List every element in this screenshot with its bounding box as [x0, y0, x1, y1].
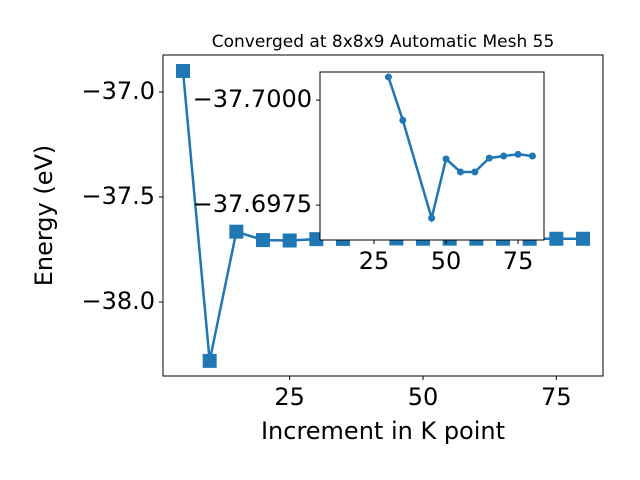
x-tick-label: 50	[431, 247, 462, 275]
marker	[471, 168, 479, 176]
x-tick-label: 25	[359, 247, 390, 275]
marker	[528, 152, 536, 160]
x-tick-label: 75	[503, 247, 534, 275]
marker	[428, 214, 436, 222]
y-axis-label: Energy (eV)	[30, 145, 58, 287]
marker	[576, 231, 590, 246]
marker	[549, 231, 564, 246]
marker	[176, 63, 190, 78]
y-tick-label: −37.7000	[193, 85, 312, 113]
x-tick-label: 50	[408, 383, 439, 411]
marker	[384, 73, 392, 81]
y-tick-label: −37.0	[81, 77, 155, 105]
x-tick-label: 25	[274, 383, 305, 411]
y-tick-label: −37.5	[81, 182, 155, 210]
marker	[399, 116, 407, 124]
marker	[500, 152, 508, 160]
line	[387, 76, 533, 223]
y-tick-label: −37.6975	[193, 190, 312, 218]
marker	[256, 233, 270, 248]
marker	[514, 150, 522, 158]
marker	[202, 353, 217, 368]
marker	[229, 224, 244, 239]
marker	[442, 155, 450, 163]
x-axis-label: Increment in K point	[261, 417, 505, 445]
y-tick-label: −38.0	[81, 287, 155, 315]
chart-title: Converged at 8x8x9 Automatic Mesh 55	[212, 32, 555, 52]
x-tick-label: 75	[541, 383, 572, 411]
marker	[485, 154, 493, 162]
marker	[282, 233, 297, 248]
marker	[456, 168, 464, 176]
